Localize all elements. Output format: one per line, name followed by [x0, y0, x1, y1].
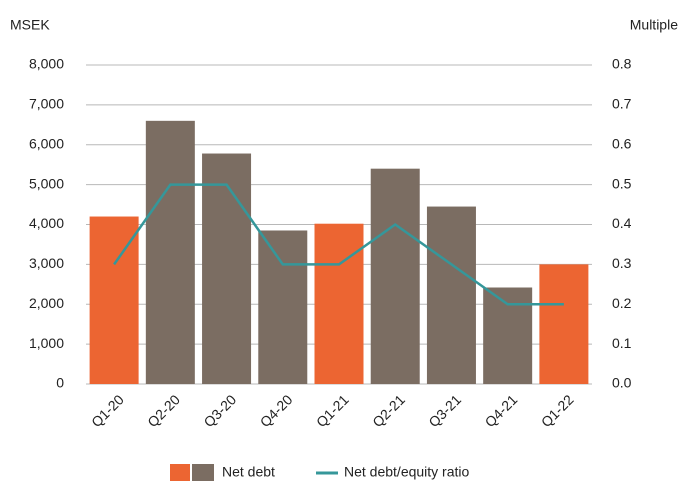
x-tick-label: Q3-20: [200, 391, 239, 430]
y-tick-label: 4,000: [29, 215, 64, 231]
x-tick-label: Q4-21: [482, 391, 521, 430]
x-tick-label: Q4-20: [257, 391, 296, 430]
x-tick-label: Q1-21: [313, 391, 352, 430]
x-tick-label: Q2-20: [144, 391, 183, 430]
bar: [426, 206, 476, 384]
y2-tick-label: 0.7: [612, 96, 632, 112]
y-tick-label: 6,000: [29, 135, 64, 151]
line: [113, 183, 564, 306]
y-tick-label: 7,000: [29, 96, 64, 112]
bar: [314, 223, 364, 384]
y2-axis-label: Multiple: [630, 17, 678, 33]
y-axis-label: MSEK: [10, 17, 50, 33]
y2-tick-label: 0.6: [612, 135, 632, 151]
y2-tick-label: 0.8: [612, 56, 632, 72]
y-tick-label: 2,000: [29, 295, 64, 311]
y2-tick-label: 0.4: [612, 215, 632, 231]
bar: [89, 216, 139, 384]
bar: [258, 230, 308, 384]
y2-tick-label: 0.2: [612, 295, 632, 311]
x-tick-label: Q2-21: [369, 391, 408, 430]
y2-tick-label: 0.5: [612, 175, 632, 191]
x-tick-label: Q1-20: [88, 391, 127, 430]
y-tick-label: 1,000: [29, 335, 64, 351]
bar: [539, 264, 589, 384]
y-tick-label: 5,000: [29, 175, 64, 191]
legend-swatch: [170, 464, 190, 481]
x-tick-label: Q1-22: [538, 391, 577, 430]
y2-tick-label: 0.3: [612, 255, 632, 271]
bar: [370, 168, 420, 384]
legend-label: Net debt: [222, 464, 275, 480]
x-tick-label: Q3-21: [425, 391, 464, 430]
y-tick-label: 3,000: [29, 255, 64, 271]
bar: [483, 287, 533, 384]
y2-tick-label: 0.0: [612, 375, 632, 391]
bar: [145, 120, 195, 384]
y2-tick-label: 0.1: [612, 335, 632, 351]
y-tick-label: 0: [56, 375, 64, 391]
legend-label: Net debt/equity ratio: [344, 464, 470, 480]
legend-swatch: [192, 464, 214, 481]
bar: [202, 153, 252, 384]
y-tick-label: 8,000: [29, 56, 64, 72]
